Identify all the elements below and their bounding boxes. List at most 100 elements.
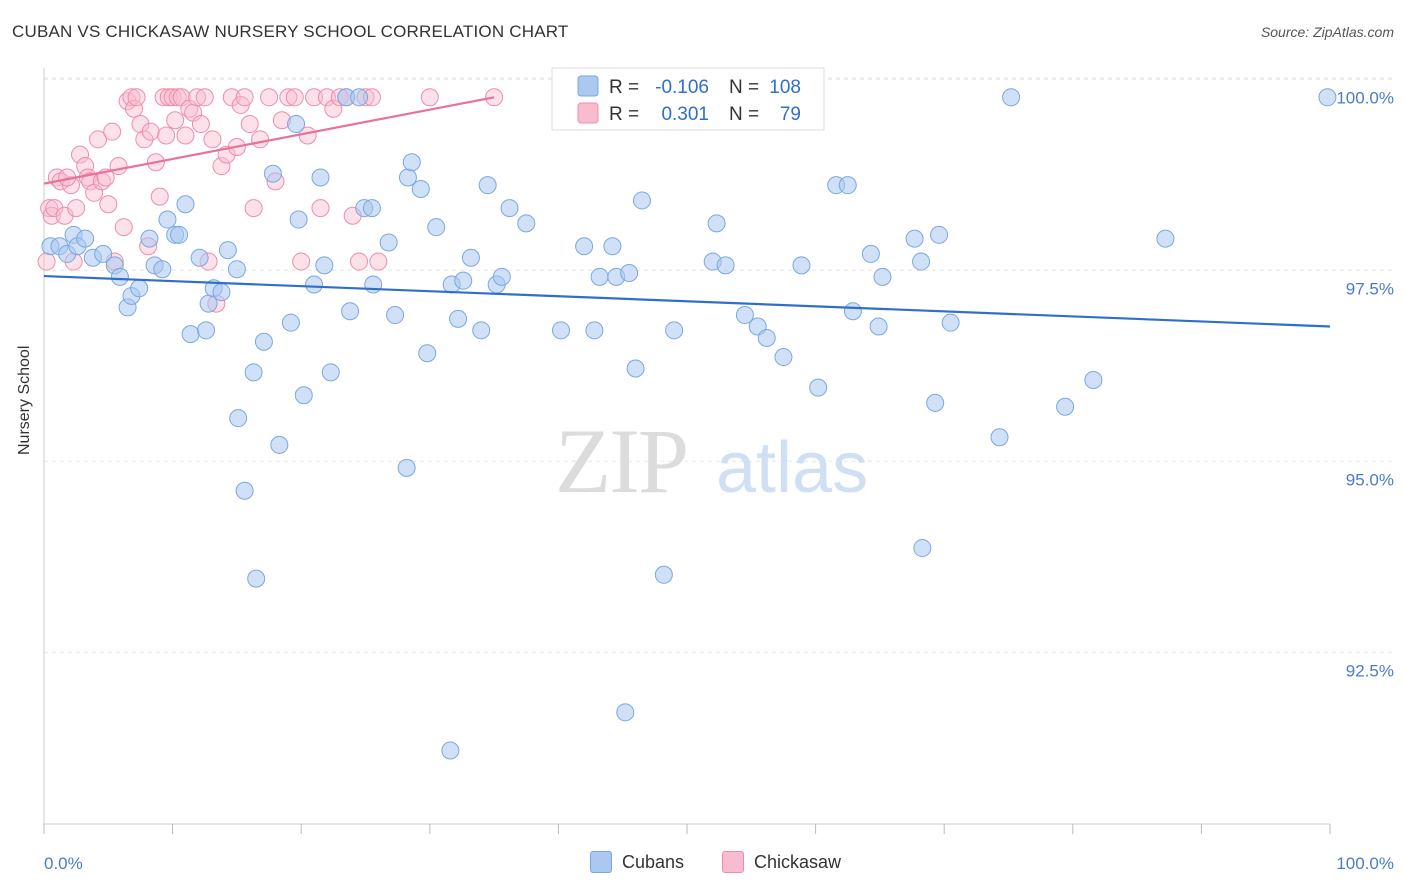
data-point — [912, 252, 931, 271]
x-tick-label-min: 0.0% — [44, 854, 83, 873]
data-point — [397, 458, 416, 477]
data-point — [140, 229, 159, 248]
data-point — [716, 256, 735, 275]
data-point — [263, 164, 282, 183]
legend-r-label-cubans: R = — [609, 77, 639, 98]
data-point — [792, 256, 811, 275]
data-point — [321, 363, 340, 382]
data-point — [941, 313, 960, 332]
data-point — [1084, 370, 1103, 389]
data-point — [114, 218, 133, 237]
x-ticks — [43, 824, 1331, 834]
data-point — [369, 252, 388, 271]
data-point — [153, 260, 172, 279]
data-point — [244, 363, 263, 382]
data-point — [150, 187, 169, 206]
trend-line — [43, 96, 495, 185]
data-point — [317, 88, 336, 107]
data-point — [218, 241, 237, 260]
legend-n-label-chickasaw: N = — [729, 104, 759, 125]
legend-item-cubans: Cubans — [590, 851, 684, 873]
data-point — [626, 359, 645, 378]
data-point — [472, 321, 491, 340]
legend-n-label-cubans: N = — [729, 77, 759, 98]
data-point — [492, 267, 511, 286]
axes — [43, 68, 1330, 825]
data-point — [37, 252, 56, 271]
data-point — [154, 88, 173, 107]
data-point — [809, 378, 828, 397]
data-point — [707, 214, 726, 233]
trend-line — [43, 274, 1331, 328]
data-point — [130, 279, 149, 298]
data-point — [418, 344, 437, 363]
data-point — [362, 199, 381, 218]
data-point — [913, 539, 932, 558]
data-point — [861, 244, 880, 263]
legend-label-cubans: Cubans — [622, 851, 685, 872]
y-tick-label: 92.5% — [1346, 661, 1394, 680]
data-point — [654, 565, 673, 584]
legend-swatch-chickasaw-bottom — [722, 851, 744, 873]
data-point — [427, 218, 446, 237]
data-point — [270, 435, 289, 454]
data-point — [774, 348, 793, 367]
data-point — [289, 210, 308, 229]
data-point — [163, 88, 182, 107]
data-point — [190, 248, 209, 267]
data-point — [103, 122, 122, 141]
legend-swatch-chickasaw — [577, 102, 599, 124]
data-point — [990, 428, 1009, 447]
data-point — [632, 191, 651, 210]
watermark-zip: ZIP — [555, 410, 687, 512]
data-point — [254, 332, 273, 351]
data-point — [188, 88, 207, 107]
data-point — [420, 88, 439, 107]
data-point — [315, 256, 334, 275]
data-point — [260, 88, 279, 107]
source-credit: Source: ZipAtlas.com — [1260, 24, 1394, 40]
legend-r-value-chickasaw: 0.301 — [661, 104, 709, 125]
data-point — [227, 260, 246, 279]
data-point — [305, 275, 324, 294]
data-point — [311, 199, 330, 218]
trend-lines — [43, 96, 1331, 328]
data-point — [350, 88, 369, 107]
data-point — [281, 313, 300, 332]
data-point — [461, 248, 480, 267]
data-point — [247, 569, 266, 588]
data-point — [191, 115, 210, 134]
data-point — [449, 309, 468, 328]
legend-r-label-chickasaw: R = — [609, 104, 639, 125]
data-point — [159, 88, 178, 107]
legend-swatch-cubans — [577, 75, 599, 97]
data-point — [197, 321, 216, 340]
data-point — [665, 321, 684, 340]
data-point — [324, 99, 343, 118]
data-point — [71, 145, 90, 164]
data-point — [500, 199, 519, 218]
data-point — [441, 741, 460, 760]
y-tick-label: 95.0% — [1346, 470, 1394, 489]
cubans-points — [41, 88, 1337, 760]
data-point — [287, 115, 306, 134]
watermark-atlas: atlas — [716, 428, 868, 508]
data-point — [411, 179, 430, 198]
data-point — [838, 176, 857, 195]
data-point — [350, 252, 369, 271]
data-point — [212, 157, 231, 176]
data-point — [203, 130, 222, 149]
data-point — [170, 225, 189, 244]
data-point — [110, 267, 129, 286]
data-point — [222, 88, 241, 107]
data-point — [168, 88, 187, 107]
data-point — [176, 126, 195, 145]
data-point — [166, 111, 185, 130]
data-point — [930, 225, 949, 244]
data-point — [212, 283, 231, 302]
data-point — [454, 271, 473, 290]
data-point — [67, 199, 86, 218]
y-tick-labels: 92.5% 95.0% 97.5% 100.0% — [1336, 88, 1394, 680]
data-point — [176, 195, 195, 214]
data-point — [135, 130, 154, 149]
